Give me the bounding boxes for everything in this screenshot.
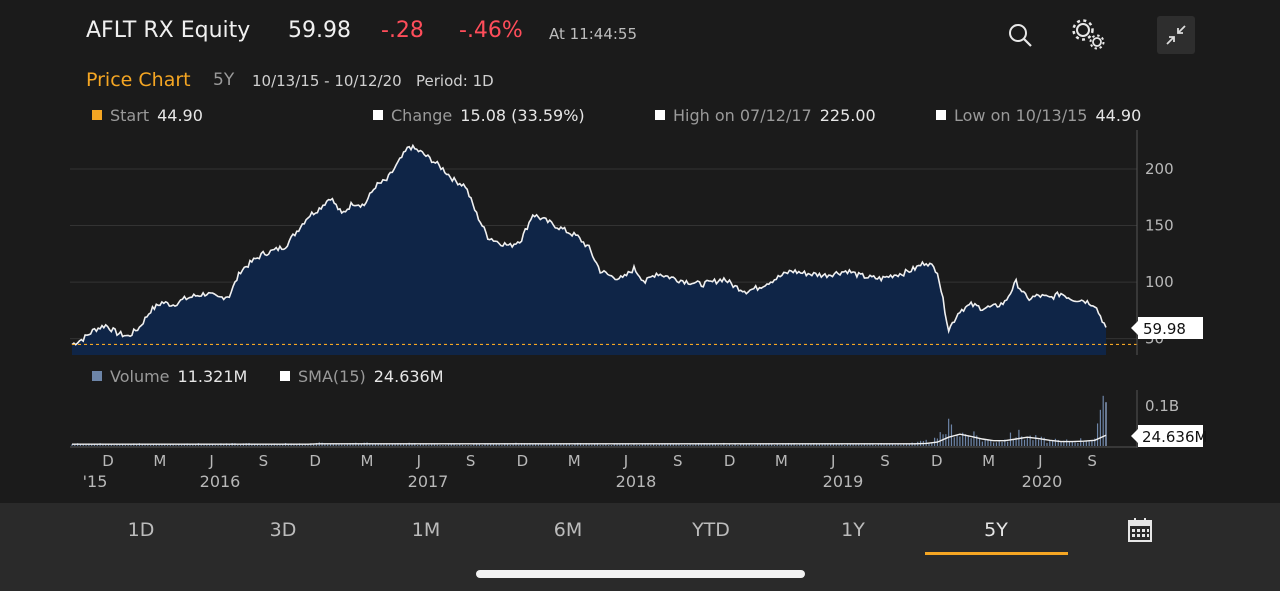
last-price-value: 59.98: [1143, 320, 1186, 338]
legend-swatch: [373, 110, 383, 120]
time-axis-year: 2018: [616, 472, 657, 491]
time-axis-tick: S: [1087, 452, 1097, 470]
time-axis-tick: S: [880, 452, 890, 470]
tab-1m[interactable]: 1M: [411, 519, 441, 541]
time-axis-tick: M: [153, 452, 166, 470]
tab-6m[interactable]: 6M: [553, 519, 583, 541]
time-axis-tick: S: [466, 452, 476, 470]
date-range: 10/13/15 - 10/12/20: [252, 72, 402, 90]
time-axis-tick: D: [102, 452, 114, 470]
tab-3d[interactable]: 3D: [269, 519, 297, 541]
time-axis-year: 2016: [200, 472, 241, 491]
chart-title: Price Chart: [86, 69, 191, 91]
price-area: [72, 145, 1106, 355]
active-tab-indicator: [925, 552, 1068, 555]
time-axis-year: '15: [83, 472, 108, 491]
time-axis-year: 2019: [823, 472, 864, 491]
price-line: [71, 143, 1107, 346]
time-axis-tick: S: [259, 452, 269, 470]
sma-line: [72, 433, 1107, 445]
sma-value-label: 24.636M: [1131, 425, 1207, 447]
price-axis-tick: 150: [1145, 217, 1174, 235]
price-change: -.28: [381, 18, 424, 43]
time-axis-tick: D: [724, 452, 736, 470]
time-axis-tick: D: [931, 452, 943, 470]
last-price-label: 59.98: [1131, 317, 1203, 339]
span-label: 5Y: [213, 70, 235, 90]
price-change-percent: -.46%: [459, 18, 523, 43]
time-axis-tick: D: [309, 452, 321, 470]
legend-swatch: [92, 371, 102, 381]
time-axis-tick: J: [623, 452, 628, 470]
time-axis-tick: D: [517, 452, 529, 470]
legend-volume: Volume 11.321M: [92, 367, 247, 386]
time-axis-year: 2017: [408, 472, 449, 491]
search-icon[interactable]: [1002, 16, 1040, 54]
last-price: 59.98: [288, 18, 351, 43]
volume-chart[interactable]: 0.1B 24.636M D M J S D M J S D M J S D M J S D M J S '15 2016…: [0, 390, 1280, 495]
time-axis-tick: J: [830, 452, 835, 470]
collapse-icon[interactable]: [1157, 16, 1195, 54]
legend-change: Change 15.08 (33.59%): [373, 106, 585, 125]
tab-ytd[interactable]: YTD: [692, 519, 730, 541]
time-axis-ticks: D M J S D M J S D M J S D M J S D M J S '15 2016 2017 2018 2019 2…: [83, 452, 1097, 491]
tab-5y[interactable]: 5Y: [984, 519, 1008, 541]
time-axis-tick: M: [361, 452, 374, 470]
legend-start: Start 44.90: [92, 106, 203, 125]
time-axis-tick: M: [568, 452, 581, 470]
home-indicator: [476, 570, 805, 578]
time-axis-tick: J: [1037, 452, 1042, 470]
price-chart[interactable]: 20015010050 59.98: [0, 130, 1280, 365]
volume-axis-tick: 0.1B: [1145, 397, 1179, 415]
legend-swatch: [936, 110, 946, 120]
time-axis-tick: J: [208, 452, 213, 470]
time-axis-tick: S: [673, 452, 683, 470]
legend-sma: SMA(15) 24.636M: [280, 367, 444, 386]
legend-low: Low on 10/13/15 44.90: [936, 106, 1141, 125]
tab-1d[interactable]: 1D: [127, 519, 155, 541]
calendar-icon[interactable]: [1127, 517, 1153, 547]
legend-swatch: [92, 110, 102, 120]
ticker-title: AFLT RX Equity: [86, 18, 251, 43]
time-axis-year: 2020: [1022, 472, 1063, 491]
time-axis-tick: M: [775, 452, 788, 470]
tab-1y[interactable]: 1Y: [841, 519, 865, 541]
legend-swatch: [655, 110, 665, 120]
legend-high: High on 07/12/17 225.00: [655, 106, 876, 125]
period-label: Period: 1D: [416, 72, 494, 90]
time-axis-tick: J: [416, 452, 421, 470]
volume-bars: [71, 395, 1107, 446]
gears-icon[interactable]: [1068, 14, 1106, 52]
sma-value: 24.636M: [1142, 428, 1207, 446]
legend-swatch: [280, 371, 290, 381]
time-axis-tick: M: [982, 452, 995, 470]
price-axis-tick: 200: [1145, 160, 1174, 178]
price-axis-tick: 100: [1145, 273, 1174, 291]
quote-time: At 11:44:55: [549, 25, 638, 43]
